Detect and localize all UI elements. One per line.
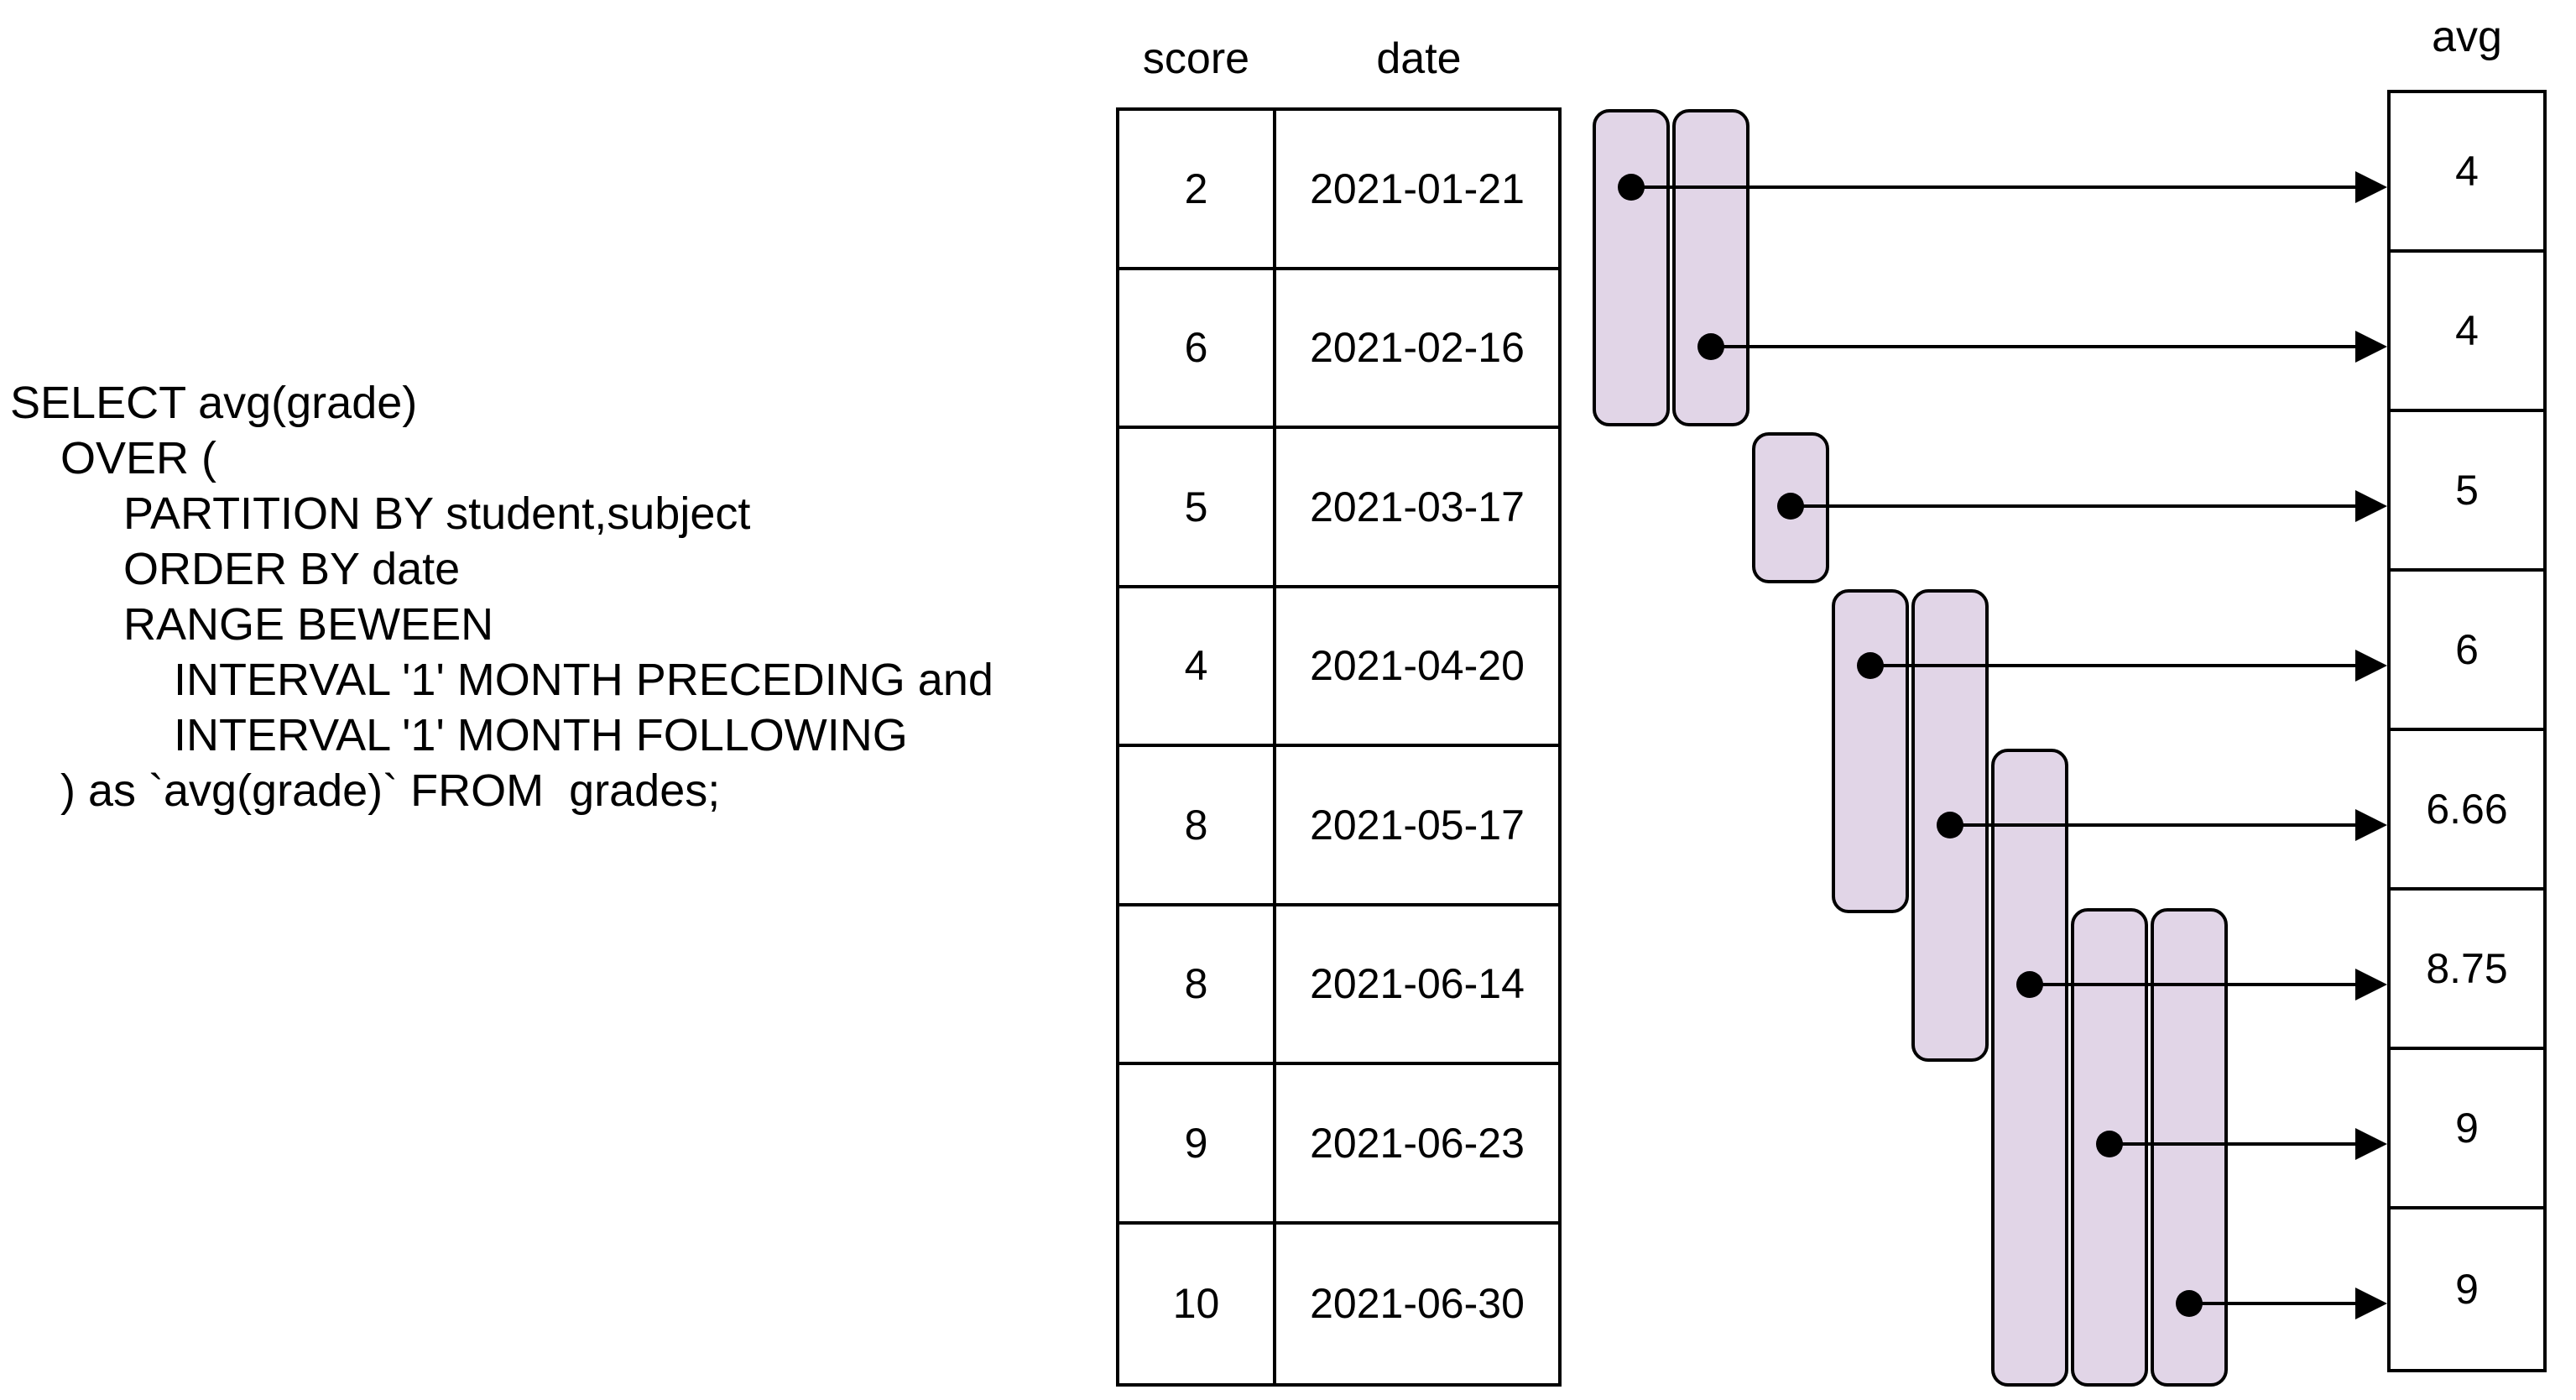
sql-query: SELECT avg(grade) OVER ( PARTITION BY st… bbox=[10, 375, 993, 818]
sql-line: OVER ( bbox=[10, 433, 217, 483]
score-cell: 8 bbox=[1119, 747, 1276, 906]
avg-arrow-line-row5 bbox=[1950, 823, 2355, 827]
avg-cell: 6.66 bbox=[2391, 731, 2543, 891]
sql-line: ORDER BY date bbox=[10, 544, 461, 594]
avg-arrow-line-row7 bbox=[2109, 1142, 2355, 1146]
avg-arrow-line-row4 bbox=[1870, 664, 2355, 667]
date-cell: 2021-02-16 bbox=[1276, 270, 1558, 429]
avg-arrowhead-row4 bbox=[2355, 650, 2387, 682]
avg-cell: 5 bbox=[2391, 412, 2543, 572]
date-cell: 2021-06-30 bbox=[1310, 1280, 1525, 1328]
avg-arrowhead-row8 bbox=[2355, 1288, 2387, 1319]
avg-arrowhead-row7 bbox=[2355, 1128, 2387, 1160]
score-column-header: score bbox=[1142, 34, 1250, 83]
date-cell: 2021-01-21 bbox=[1276, 111, 1558, 270]
avg-arrow-line-row3 bbox=[1791, 504, 2355, 508]
current-row-dot-row6 bbox=[2016, 971, 2043, 998]
window-range-rect-row6 bbox=[1991, 749, 2068, 1387]
avg-cell: 4 bbox=[2391, 93, 2543, 253]
grades-table: 2 2021-01-21 6 2021-02-16 5 2021-03-17 4… bbox=[1116, 107, 1562, 1387]
window-range-rect-row4 bbox=[1832, 589, 1909, 913]
avg-arrow-line-row8 bbox=[2189, 1302, 2355, 1305]
sql-line: PARTITION BY student,subject bbox=[10, 488, 751, 539]
score-cell: 4 bbox=[1119, 588, 1276, 747]
score-cell: 8 bbox=[1119, 906, 1276, 1065]
date-cell: 2021-03-17 bbox=[1276, 429, 1558, 588]
avg-cell: 8.75 bbox=[2391, 891, 2543, 1050]
current-row-dot-row4 bbox=[1857, 652, 1884, 679]
score-cell: 9 bbox=[1119, 1065, 1276, 1225]
avg-cell: 4 bbox=[2391, 253, 2543, 412]
date-cell: 2021-06-23 bbox=[1276, 1065, 1558, 1225]
avg-cell: 9 bbox=[2391, 1050, 2543, 1209]
current-row-dot-row7 bbox=[2096, 1131, 2123, 1157]
score-cell: 10 bbox=[1119, 1224, 1276, 1383]
avg-arrowhead-row6 bbox=[2355, 969, 2387, 1000]
avg-arrow-line-row1 bbox=[1631, 185, 2355, 189]
score-cell: 6 bbox=[1119, 269, 1276, 429]
sql-line: SELECT avg(grade) bbox=[10, 378, 418, 428]
current-row-dot-row1 bbox=[1618, 174, 1645, 201]
score-cell: 5 bbox=[1119, 429, 1276, 588]
window-range-rect-row3 bbox=[1752, 432, 1829, 583]
current-row-dot-row3 bbox=[1777, 493, 1804, 520]
window-range-rect-row2 bbox=[1672, 109, 1749, 426]
sql-line: INTERVAL '1' MONTH PRECEDING and bbox=[10, 655, 993, 705]
avg-arrowhead-row5 bbox=[2355, 809, 2387, 841]
avg-arrow-line-row6 bbox=[2030, 983, 2355, 986]
avg-table: 4 4 5 6 6.66 8.75 9 9 bbox=[2387, 90, 2547, 1372]
date-cell: 2021-04-20 bbox=[1276, 588, 1558, 747]
sql-line: RANGE BEWEEN bbox=[10, 599, 494, 650]
window-range-rect-row1 bbox=[1593, 109, 1670, 426]
avg-arrowhead-row3 bbox=[2355, 490, 2387, 522]
date-column-header: date bbox=[1376, 34, 1462, 83]
score-cell: 2 bbox=[1119, 111, 1276, 270]
sql-line: ) as `avg(grade)` FROM grades; bbox=[10, 765, 721, 816]
avg-column-header: avg bbox=[2432, 13, 2502, 61]
current-row-dot-row8 bbox=[2176, 1290, 2203, 1317]
date-cell: 2021-05-17 bbox=[1276, 747, 1558, 906]
avg-arrowhead-row2 bbox=[2355, 331, 2387, 363]
current-row-dot-row2 bbox=[1697, 333, 1724, 360]
date-cell: 2021-06-14 bbox=[1276, 906, 1558, 1065]
avg-cell: 9 bbox=[2455, 1266, 2479, 1313]
sql-line: INTERVAL '1' MONTH FOLLOWING bbox=[10, 710, 908, 760]
avg-cell: 6 bbox=[2391, 572, 2543, 731]
avg-arrow-line-row2 bbox=[1711, 345, 2355, 348]
avg-arrowhead-row1 bbox=[2355, 171, 2387, 203]
current-row-dot-row5 bbox=[1937, 812, 1963, 838]
